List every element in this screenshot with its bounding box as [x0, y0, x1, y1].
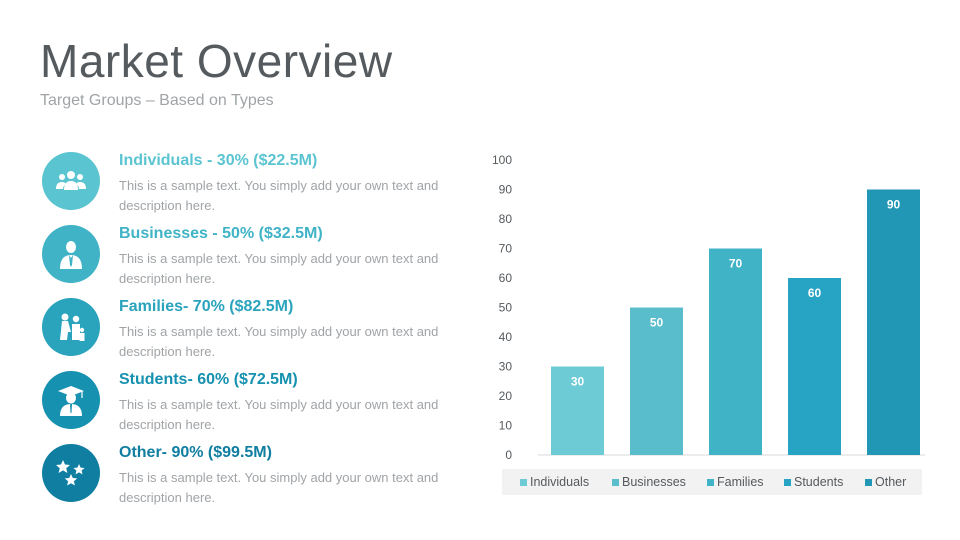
students-description: This is a sample text. You simply add yo… — [119, 397, 439, 432]
families-icon-circle — [42, 298, 100, 356]
businesses-title: Businesses - 50% ($32.5M) — [119, 225, 323, 242]
families-description: This is a sample text. You simply add yo… — [119, 324, 439, 359]
businessman-icon — [60, 241, 82, 269]
students-icon-circle — [42, 371, 100, 429]
businesses-description: This is a sample text. You simply add yo… — [119, 251, 439, 286]
bar-value-label: 70 — [729, 257, 743, 271]
list-item-other: Other- 90% ($99.5M) This is a sample tex… — [42, 442, 472, 515]
y-tick-label: 20 — [499, 389, 513, 403]
list-item-businesses: Businesses - 50% ($32.5M) This is a samp… — [42, 223, 472, 296]
page-title: Market Overview — [40, 35, 393, 87]
y-tick-label: 10 — [499, 419, 513, 433]
bar-value-label: 90 — [887, 198, 901, 212]
y-tick-label: 60 — [499, 271, 513, 285]
legend-swatch — [865, 479, 872, 486]
individuals-description: This is a sample text. You simply add yo… — [119, 178, 439, 213]
y-tick-label: 90 — [499, 183, 513, 197]
bar-value-label: 60 — [808, 286, 822, 300]
other-description: This is a sample text. You simply add yo… — [119, 470, 439, 505]
legend-label: Businesses — [622, 475, 686, 489]
bar-value-label: 30 — [571, 375, 585, 389]
list-item-individuals: Individuals - 30% ($22.5M) This is a sam… — [42, 150, 472, 223]
family-icon — [60, 313, 85, 341]
bar-value-label: 50 — [650, 316, 664, 330]
legend-label: Students — [794, 475, 843, 489]
bar-businesses — [630, 307, 683, 455]
page-subtitle: Target Groups – Based on Types — [40, 92, 274, 109]
y-tick-label: 70 — [499, 242, 513, 256]
other-title: Other- 90% ($99.5M) — [119, 444, 272, 461]
other-icon-circle — [42, 444, 100, 502]
list-item-students: Students- 60% ($72.5M) This is a sample … — [42, 369, 472, 442]
families-title: Families- 70% ($82.5M) — [119, 298, 294, 315]
graduate-icon — [58, 386, 84, 416]
y-tick-label: 50 — [499, 301, 513, 315]
legend-label: Individuals — [530, 475, 589, 489]
list-item-families: Families- 70% ($82.5M) This is a sample … — [42, 296, 472, 369]
y-tick-label: 30 — [499, 360, 513, 374]
bar-other — [867, 189, 920, 455]
y-tick-label: 0 — [505, 448, 512, 462]
market-bar-chart: 0 10 20 30 40 50 60 70 80 90 100 30 50 70 60 90 Individu… — [480, 145, 940, 505]
legend-swatch — [784, 479, 791, 486]
legend-swatch — [612, 479, 619, 486]
y-tick-label: 40 — [499, 330, 513, 344]
individuals-icon-circle — [42, 152, 100, 210]
legend-swatch — [520, 479, 527, 486]
legend-swatch — [707, 479, 714, 486]
bar-families — [709, 248, 762, 455]
individuals-title: Individuals - 30% ($22.5M) — [119, 152, 318, 169]
bar-students — [788, 278, 841, 455]
y-tick-label: 80 — [499, 212, 513, 226]
legend-label: Families — [717, 475, 764, 489]
chart-svg: 0 10 20 30 40 50 60 70 80 90 100 30 50 70 60 90 Individu… — [492, 153, 925, 495]
group-icon — [56, 171, 86, 190]
y-tick-label: 100 — [492, 153, 512, 167]
target-group-list: Individuals - 30% ($22.5M) This is a sam… — [42, 150, 472, 515]
bar-individuals — [551, 366, 604, 455]
stars-icon — [56, 460, 85, 486]
businesses-icon-circle — [42, 225, 100, 283]
students-title: Students- 60% ($72.5M) — [119, 371, 298, 388]
legend-label: Other — [875, 475, 906, 489]
